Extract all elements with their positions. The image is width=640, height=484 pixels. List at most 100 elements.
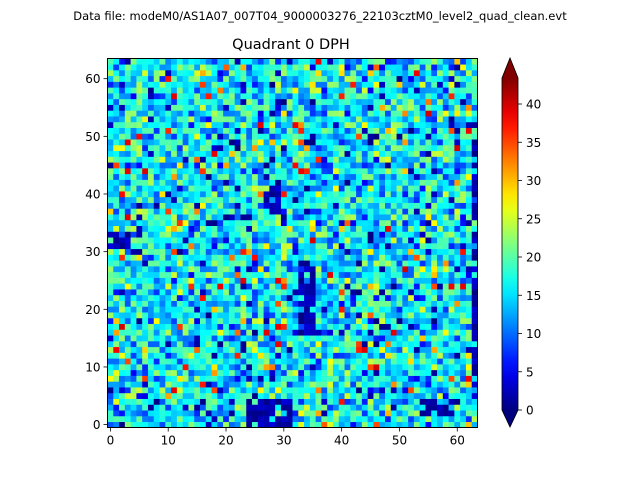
heatmap-cell	[448, 369, 455, 376]
heatmap-cell	[275, 202, 282, 209]
heatmap-cell	[223, 179, 230, 186]
heatmap-cell	[130, 127, 137, 134]
heatmap-cell	[200, 196, 207, 203]
heatmap-cell	[107, 329, 114, 336]
heatmap-cell	[119, 323, 126, 330]
heatmap-cell	[396, 277, 403, 284]
heatmap-cell	[286, 196, 293, 203]
heatmap-cell	[205, 364, 212, 371]
heatmap-cell	[234, 404, 241, 411]
heatmap-cell	[344, 81, 351, 88]
heatmap-cell	[292, 254, 299, 261]
heatmap-cell	[298, 110, 305, 117]
heatmap-cell	[240, 317, 247, 325]
heatmap-cell	[275, 335, 282, 342]
heatmap-cell	[107, 58, 114, 65]
heatmap-cell	[194, 294, 201, 301]
heatmap-cell	[373, 104, 380, 111]
heatmap-cell	[171, 392, 178, 399]
heatmap-cell	[437, 208, 444, 215]
heatmap-cell	[246, 306, 253, 313]
heatmap-cell	[263, 335, 270, 342]
heatmap-cell	[286, 185, 293, 192]
heatmap-cell	[448, 133, 455, 140]
heatmap-cell	[159, 352, 166, 359]
heatmap-cell	[269, 231, 276, 238]
heatmap-cell	[200, 254, 207, 261]
heatmap-cell	[413, 121, 420, 128]
heatmap-cell	[437, 185, 444, 192]
heatmap-cell	[142, 162, 149, 169]
heatmap-cell	[130, 364, 137, 371]
heatmap-cell	[361, 104, 368, 111]
heatmap-cell	[304, 277, 311, 284]
heatmap-cell	[257, 398, 264, 405]
heatmap-cell	[338, 323, 345, 330]
heatmap-cell	[321, 283, 328, 290]
heatmap-cell	[396, 352, 403, 359]
heatmap-cell	[205, 58, 212, 65]
heatmap-cell	[390, 173, 397, 180]
heatmap-cell	[182, 346, 189, 353]
heatmap-cell	[396, 168, 403, 175]
heatmap-cell	[119, 156, 126, 163]
heatmap-cell	[298, 58, 305, 65]
heatmap-cell	[147, 81, 155, 88]
heatmap-cell	[159, 421, 166, 428]
heatmap-cell	[408, 335, 415, 342]
heatmap-cell	[269, 121, 276, 128]
heatmap-cell	[309, 231, 316, 238]
heatmap-cell	[437, 312, 444, 319]
heatmap-cell	[269, 369, 276, 376]
heatmap-cell	[217, 254, 224, 261]
heatmap-cell	[176, 127, 183, 134]
heatmap-cell	[269, 415, 276, 423]
heatmap-cell	[413, 364, 420, 371]
heatmap-cell	[286, 87, 293, 94]
heatmap-cell	[327, 369, 334, 376]
heatmap-cell	[200, 93, 207, 100]
heatmap-cell	[396, 208, 403, 215]
heatmap-cell	[367, 214, 374, 221]
heatmap-cell	[119, 358, 126, 365]
heatmap-cell	[217, 358, 224, 365]
heatmap-cell	[246, 254, 253, 261]
heatmap-cell	[153, 208, 160, 215]
heatmap-cell	[437, 58, 444, 65]
heatmap-cell	[257, 144, 264, 152]
heatmap-cell	[396, 289, 403, 296]
heatmap-cell	[431, 75, 438, 82]
heatmap-cell	[107, 421, 114, 428]
heatmap-cell	[275, 191, 282, 198]
heatmap-cell	[275, 341, 282, 348]
heatmap-cell	[130, 81, 137, 88]
heatmap-cell	[182, 248, 189, 255]
heatmap-cell	[315, 185, 322, 192]
heatmap-cell	[165, 179, 172, 186]
heatmap-cell	[315, 75, 322, 82]
heatmap-cell	[471, 75, 478, 82]
heatmap-cell	[257, 381, 264, 388]
heatmap-cell	[113, 75, 120, 82]
heatmap-cell	[136, 64, 143, 71]
heatmap-cell	[332, 185, 340, 192]
heatmap-cell	[142, 341, 149, 348]
heatmap-cell	[338, 116, 345, 123]
heatmap-cell	[373, 58, 380, 65]
heatmap-cell	[119, 398, 126, 405]
heatmap-cell	[292, 312, 299, 319]
heatmap-cell	[338, 243, 345, 250]
heatmap-cell	[465, 266, 473, 273]
heatmap-cell	[350, 381, 357, 388]
heatmap-cell	[425, 144, 432, 152]
heatmap-cell	[188, 93, 195, 100]
heatmap-cell	[113, 81, 120, 88]
heatmap-cell	[431, 341, 438, 348]
heatmap-cell	[373, 127, 380, 134]
heatmap-cell	[454, 185, 461, 192]
heatmap-cell	[367, 185, 374, 192]
heatmap-cell	[471, 191, 478, 198]
heatmap-cell	[454, 335, 461, 342]
heatmap-cell	[246, 214, 253, 221]
heatmap-cell	[408, 93, 415, 100]
